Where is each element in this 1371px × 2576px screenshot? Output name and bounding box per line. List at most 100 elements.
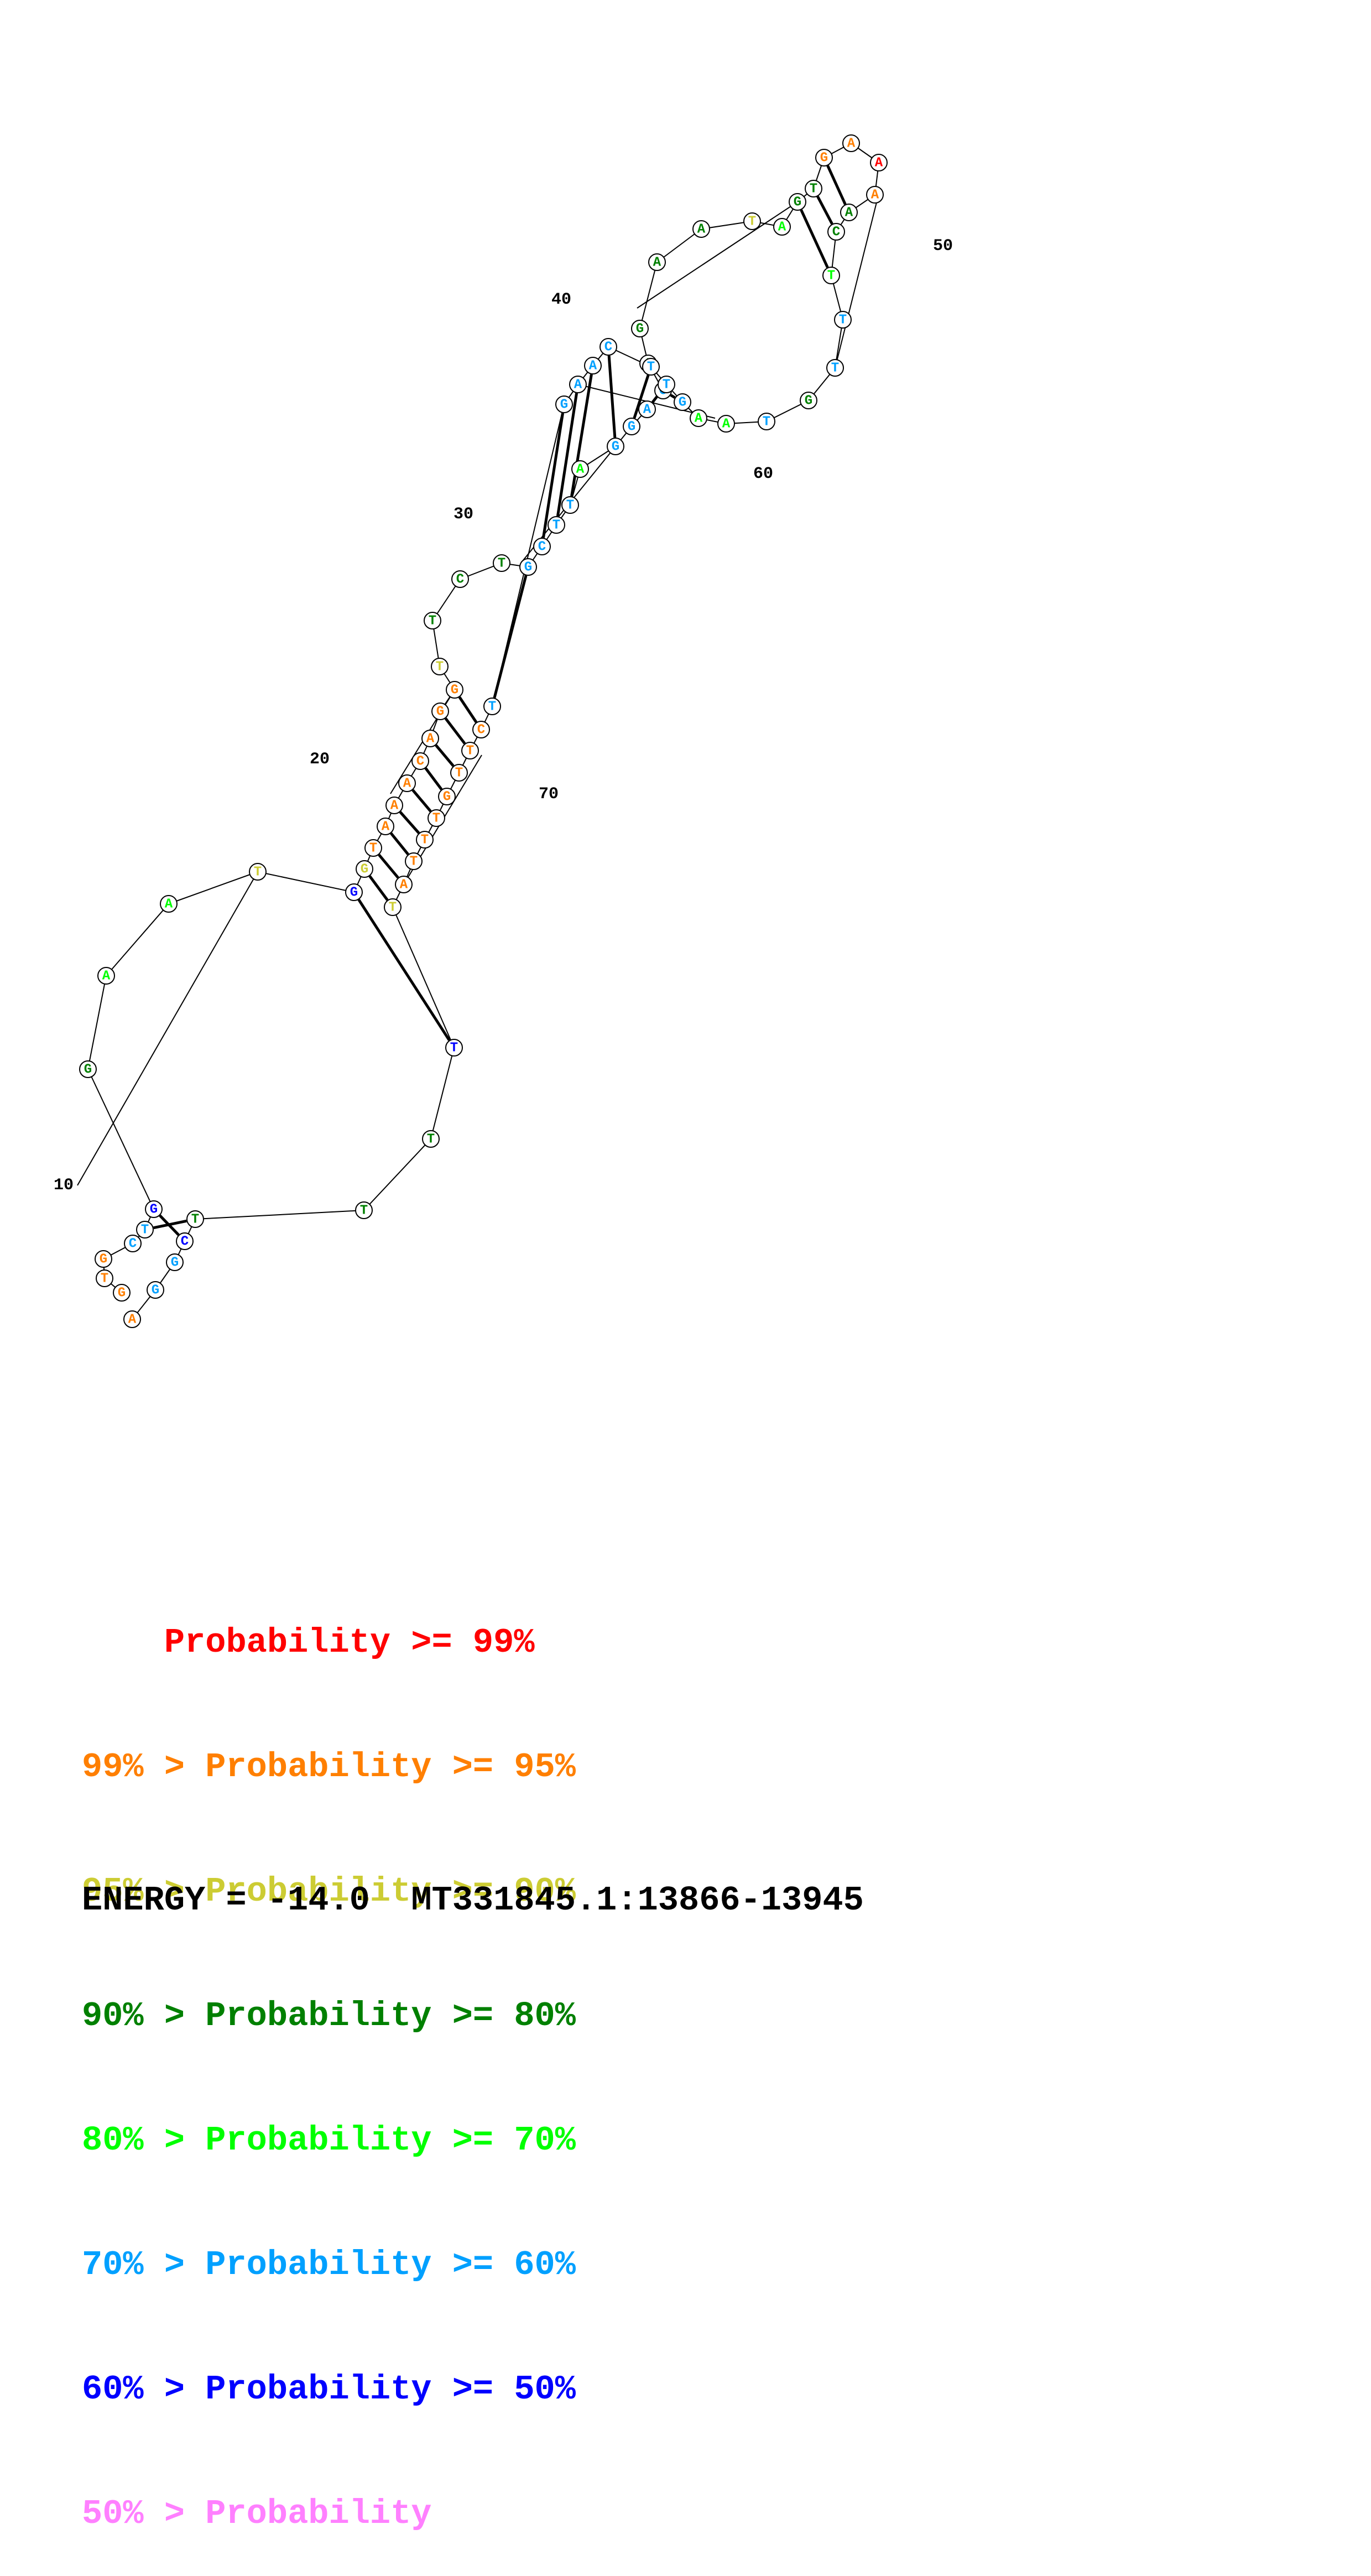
nucleotide-letter: A (847, 137, 856, 152)
position-label: 50 (933, 237, 953, 256)
legend-prefix: 99% > (82, 1747, 206, 1787)
nucleotide-18: A (421, 730, 439, 747)
nucleotide-circle (385, 797, 403, 814)
nucleotide-letter: T (429, 614, 436, 629)
nucleotide-letter: T (810, 182, 817, 197)
base-pair-bond (357, 899, 451, 1041)
nucleotide-25: G (519, 558, 537, 576)
nucleotide-circle (431, 658, 449, 675)
nucleotide-letter: G (794, 195, 801, 210)
nucleotide-24: T (493, 554, 510, 572)
nucleotide-67: T (428, 809, 445, 827)
nucleotide-letter: T (455, 766, 463, 781)
base-pair-bond (607, 355, 617, 438)
nucleotide-circle (438, 788, 456, 805)
nucleotide-circle (96, 1269, 113, 1287)
nucleotide-circle (147, 1281, 164, 1299)
legend-row-6: 70% > Probability >= 60% (82, 2244, 576, 2286)
nucleotide-letter: T (488, 700, 496, 715)
nucleotide-letter: G (820, 151, 828, 166)
nucleotide-49: T (834, 311, 852, 329)
nucleotide-68: T (416, 831, 434, 849)
base-pair-bond (411, 789, 432, 813)
nucleotide-circle (421, 730, 439, 747)
nucleotide-circle (533, 538, 551, 555)
backbone-segment (656, 228, 702, 263)
nucleotide-17: C (411, 752, 429, 770)
nucleotide-letter: G (628, 420, 635, 435)
nucleotide-circle (743, 212, 761, 230)
legend-label: Probability >= 80% (205, 1996, 576, 2036)
base-pair-bond (368, 875, 389, 901)
nucleotide-71: T (384, 898, 402, 916)
backbone-segment (195, 1210, 364, 1220)
legend-row-3: 95% > Probability >= 90% (82, 1871, 576, 1912)
nucleotide-74: T (355, 1201, 373, 1219)
nucleotide-letter: A (871, 188, 879, 203)
nucleotide-circle (571, 460, 589, 478)
sequence-id: MT331845.1:13866-13945 (411, 1881, 864, 1920)
legend-row-8: 50% > Probability (82, 2493, 576, 2535)
nucleotide-circle (642, 358, 660, 376)
nucleotide-letter: G (560, 398, 568, 413)
nucleotide-letter: T (254, 865, 262, 880)
nucleotide-letter: C (416, 754, 424, 769)
nucleotide-circle (450, 764, 468, 782)
nucleotide-letter: G (524, 560, 532, 575)
nucleotide-65: T (450, 764, 468, 782)
nucleotide-76: C (176, 1232, 194, 1250)
base-pair-bond (670, 394, 676, 399)
nucleotide-circle (805, 180, 822, 197)
nucleotide-circle (648, 253, 666, 271)
nucleotide-letter: T (389, 901, 397, 915)
nucleotide-circle (113, 1284, 131, 1302)
nucleotide-letter: T (763, 415, 770, 430)
nucleotide-circle (395, 876, 413, 893)
nucleotide-35: G (631, 320, 649, 337)
legend-label: Probability >= 95% (205, 1747, 576, 1787)
nucleotide-letter: G (805, 394, 812, 409)
nucleotide-36: A (648, 253, 666, 271)
nucleotide-62: T (483, 698, 501, 715)
legend-prefix: 95% > (82, 1872, 206, 1911)
nucleotide-letter: A (653, 256, 661, 270)
backbone-segment (392, 907, 455, 1048)
nucleotide-73: T (422, 1130, 440, 1148)
nucleotide-letter: A (778, 220, 786, 235)
nucleotide-nodes: GTGCTGGAATGGTAAACAGGTTCTGCTTAGGACAGAATAG… (79, 134, 888, 1328)
legend-row-5: 80% > Probability >= 70% (82, 2120, 576, 2161)
nucleotide-21: T (431, 658, 449, 675)
nucleotide-5: T (136, 1221, 154, 1238)
nucleotide-50: T (826, 359, 844, 377)
nucleotide-letter: T (141, 1223, 149, 1238)
nucleotide-26: C (533, 538, 551, 555)
nucleotide-41: T (805, 180, 822, 197)
energy-value: ENERGY = -14.0 (82, 1881, 370, 1920)
position-tick (77, 871, 258, 1186)
nucleotide-letter: A (722, 417, 731, 432)
nucleotide-letter: C (456, 573, 464, 587)
base-pair-bond (378, 854, 399, 879)
nucleotide-letter: G (436, 705, 444, 720)
nucleotide-circle (416, 831, 434, 849)
nucleotide-circle (166, 1253, 184, 1271)
nucleotide-circle (411, 752, 429, 770)
nucleotide-72: T (445, 1039, 463, 1057)
nucleotide-3: G (95, 1250, 112, 1268)
nucleotide-letter: T (191, 1212, 199, 1227)
nucleotide-letter: A (574, 378, 582, 393)
nucleotide-4: C (124, 1235, 142, 1252)
nucleotide-70: A (395, 876, 413, 893)
nucleotide-20: G (446, 681, 463, 699)
nucleotide-circle (623, 418, 640, 435)
nucleotide-circle (548, 516, 565, 534)
backbone-segment (639, 262, 658, 329)
nucleotide-letter: A (697, 222, 706, 237)
base-pair-bond (435, 744, 455, 767)
nucleotide-circle (842, 134, 860, 152)
nucleotide-letter: G (451, 683, 458, 698)
nucleotide-37: A (692, 220, 710, 238)
nucleotide-circle (377, 818, 394, 835)
position-label: 30 (453, 505, 473, 524)
